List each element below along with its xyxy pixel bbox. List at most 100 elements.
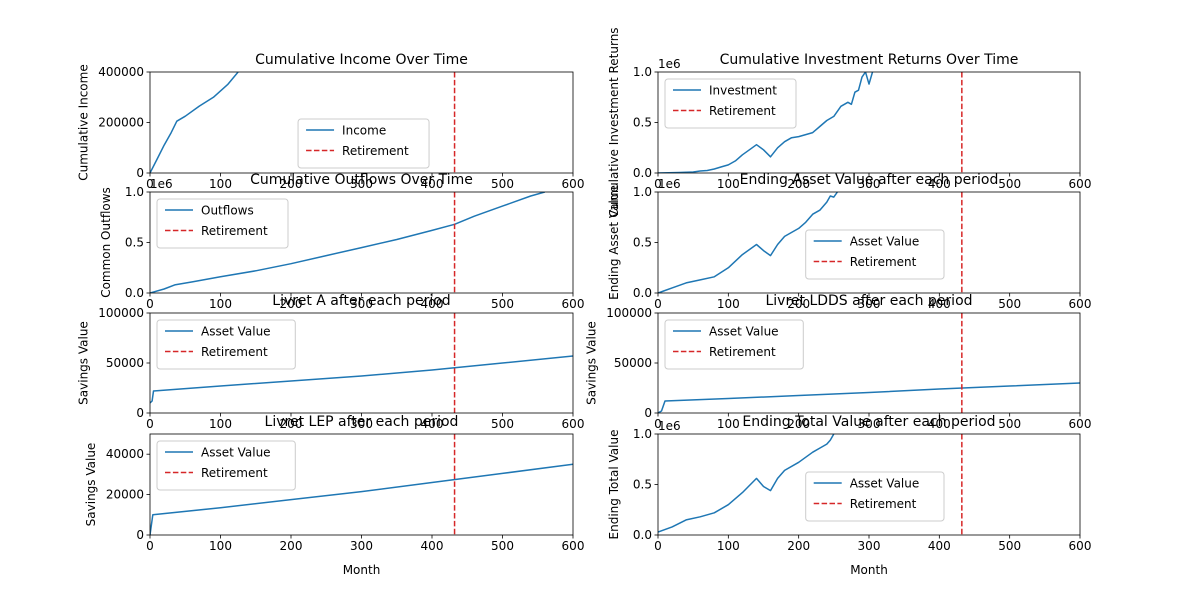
x-tick-label: 200 — [280, 417, 303, 431]
legend-label: Investment — [709, 84, 777, 98]
x-tick-label: 500 — [491, 297, 514, 311]
series-line-1 — [150, 72, 239, 173]
legend-box — [156, 319, 296, 370]
y-tick-label: 1.0 — [633, 427, 652, 441]
y-axis-label: Savings Value — [77, 321, 91, 405]
axis-offset-text: 1e6 — [658, 57, 681, 71]
x-axis-label: Month — [343, 563, 381, 577]
x-tick-label: 300 — [350, 297, 373, 311]
legend-label: Retirement — [201, 345, 268, 359]
subplot-3: 0 100 200 300 400 500 600 0.0 0.5 1.0 1e6 Cumulativ… — [99, 172, 585, 311]
x-axis-label: Month — [850, 563, 888, 577]
x-tick-label: 500 — [998, 417, 1021, 431]
legend-label: Outflows — [201, 204, 254, 218]
y-tick-label: 0.5 — [633, 116, 652, 130]
series-line-1 — [658, 434, 835, 533]
legend-label: Asset Value — [201, 446, 271, 460]
x-tick-label: 200 — [787, 177, 810, 191]
x-tick-label: 100 — [717, 177, 740, 191]
x-tick-label: 100 — [717, 417, 740, 431]
series-line-1 — [658, 192, 839, 293]
y-tick-label: 0.0 — [633, 528, 652, 542]
x-tick-label: 600 — [1069, 417, 1092, 431]
y-tick-label: 0 — [136, 406, 144, 420]
legend: Income Retirement — [297, 118, 430, 169]
legend: Asset Value Retirement — [156, 440, 296, 491]
y-tick-label: 400000 — [98, 65, 144, 79]
x-tick-label: 400 — [928, 539, 951, 553]
x-tick-label: 300 — [858, 297, 881, 311]
legend-label: Asset Value — [201, 325, 271, 339]
x-tick-label: 300 — [350, 539, 373, 553]
series-line-1 — [658, 72, 874, 173]
x-tick-label: 300 — [350, 177, 373, 191]
y-tick-label: 20000 — [106, 488, 144, 502]
legend-box — [297, 118, 430, 169]
y-tick-label: 50000 — [106, 356, 144, 370]
y-axis-label: Ending Asset Value — [607, 185, 621, 300]
legend-box — [664, 319, 804, 370]
x-tick-label: 200 — [280, 539, 303, 553]
y-tick-label: 0.0 — [633, 286, 652, 300]
x-tick-label: 100 — [717, 297, 740, 311]
x-tick-label: 600 — [1069, 297, 1092, 311]
x-tick-label: 0 — [146, 177, 154, 191]
y-tick-label: 0.0 — [633, 166, 652, 180]
legend-label: Retirement — [201, 466, 268, 480]
axis-offset-text: 1e6 — [150, 177, 173, 191]
subplot-title: Cumulative Income Over Time — [255, 52, 468, 68]
y-axis-label: Savings Value — [84, 443, 98, 527]
x-tick-label: 100 — [717, 539, 740, 553]
legend-label: Retirement — [342, 144, 409, 158]
x-tick-label: 100 — [209, 539, 232, 553]
y-tick-label: 0.5 — [125, 236, 144, 250]
legend: Asset Value Retirement — [805, 229, 945, 280]
x-tick-label: 0 — [654, 177, 662, 191]
y-axis-label: Common Outflows — [99, 187, 113, 298]
y-tick-label: 1.0 — [125, 185, 144, 199]
subplot-5: 0 100 200 300 400 500 600 0 50000 100000 Livret A … — [77, 293, 585, 431]
axis-offset-text: 1e6 — [658, 419, 681, 433]
series-line-1 — [658, 382, 1080, 413]
x-tick-label: 300 — [858, 417, 881, 431]
x-tick-label: 500 — [491, 177, 514, 191]
y-axis-label: Cumulative Investment Returns — [607, 27, 621, 217]
x-tick-label: 0 — [146, 417, 154, 431]
x-tick-label: 500 — [998, 539, 1021, 553]
y-tick-label: 200000 — [98, 116, 144, 130]
axis-offset-text: 1e6 — [658, 177, 681, 191]
y-tick-label: 0.5 — [633, 236, 652, 250]
x-tick-label: 600 — [1069, 539, 1092, 553]
x-tick-label: 0 — [654, 417, 662, 431]
subplot-title: Cumulative Investment Returns Over Time — [720, 52, 1019, 68]
x-tick-label: 500 — [491, 417, 514, 431]
legend-label: Asset Value — [709, 325, 779, 339]
x-tick-label: 200 — [280, 297, 303, 311]
x-tick-label: 500 — [491, 539, 514, 553]
y-axis-label: Ending Total Value — [607, 430, 621, 540]
subplot-title: Ending Asset Value after each period — [740, 172, 999, 188]
subplot-7: 0 100 200 300 400 500 600 0 20000 40000 Livret LEP… — [84, 414, 584, 577]
subplot-title: Livret LDDS after each period — [765, 293, 972, 309]
x-tick-label: 300 — [350, 417, 373, 431]
x-tick-label: 400 — [928, 177, 951, 191]
legend-label: Asset Value — [850, 235, 920, 249]
legend-label: Retirement — [709, 345, 776, 359]
y-tick-label: 1.0 — [633, 65, 652, 79]
y-tick-label: 0 — [644, 406, 652, 420]
legend: Asset Value Retirement — [664, 319, 804, 370]
x-tick-label: 0 — [654, 539, 662, 553]
subplot-title: Livret LEP after each period — [265, 414, 459, 430]
legend-label: Retirement — [709, 104, 776, 118]
legend-label: Asset Value — [850, 477, 920, 491]
legend-box — [156, 440, 296, 491]
x-tick-label: 200 — [280, 177, 303, 191]
x-tick-label: 0 — [146, 297, 154, 311]
x-tick-label: 100 — [209, 177, 232, 191]
legend: Investment Retirement — [664, 78, 797, 129]
legend: Outflows Retirement — [156, 198, 289, 249]
y-tick-label: 100000 — [98, 306, 144, 320]
subplot-title: Livret A after each period — [272, 293, 450, 309]
legend-label: Retirement — [850, 255, 917, 269]
x-tick-label: 200 — [787, 539, 810, 553]
